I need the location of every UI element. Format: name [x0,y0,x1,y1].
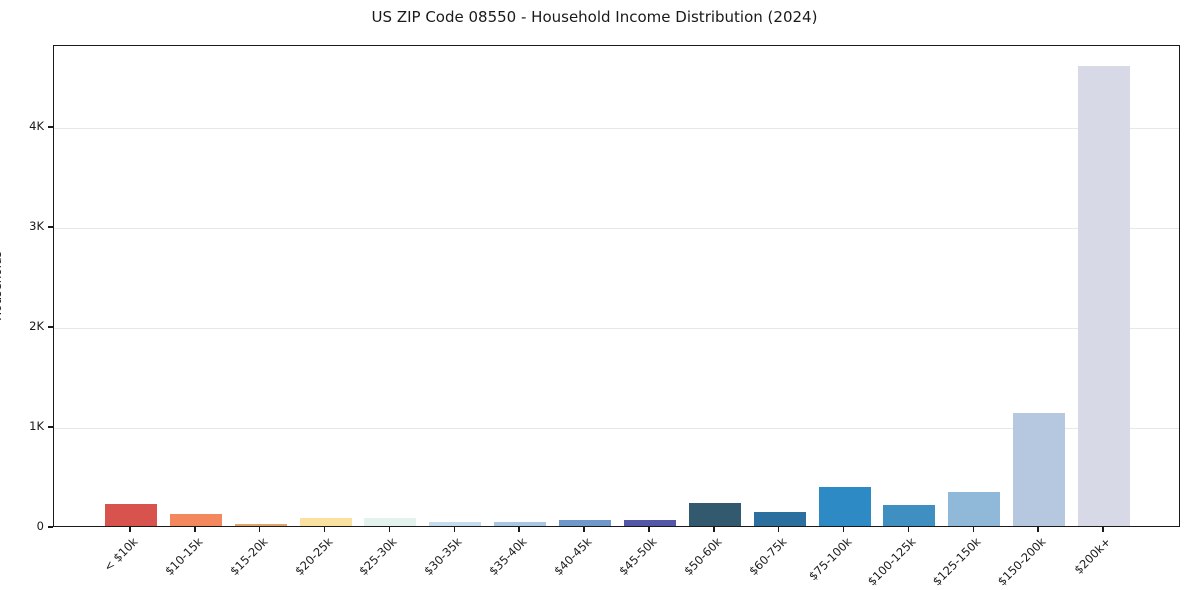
bar-$200k+ [1078,66,1131,526]
x-tick-mark [972,527,975,532]
x-tick-mark [129,527,131,532]
bar-$100-125k [883,505,936,526]
bar-$60-75k [753,511,806,526]
y-tick-mark [48,426,53,428]
x-tick-label: $40-45k [551,534,595,579]
y-axis-label: Households [0,251,4,321]
x-tick-mark [648,527,650,532]
bar-$50-60k [688,503,741,526]
x-tick-label: $60-75k [745,534,790,579]
x-tick-label: $10-15k [161,534,206,579]
bar-$40-45k [559,520,612,526]
bar-$20-25k [299,518,352,526]
x-tick-mark [518,527,520,532]
y-tick-label: 1K [29,419,44,433]
x-tick-label: $125-150k [930,534,984,589]
x-tick-label: $30-35k [421,534,465,579]
x-tick-label: $75-100k [805,534,855,584]
y-tick-mark [48,226,53,228]
x-tick-mark [1037,527,1039,532]
x-tick-label: $200k+ [1071,534,1114,577]
x-tick-label: $35-40k [486,534,530,579]
x-tick-mark [258,527,261,532]
x-tick-mark [777,527,780,532]
x-tick-mark [453,527,456,532]
bar-$35-40k [494,521,547,526]
chart-title: US ZIP Code 08550 - Household Income Dis… [371,8,818,26]
gridline [54,128,1179,129]
y-tick-label: 3K [29,219,44,233]
x-tick-label: $100-125k [865,534,919,589]
bar-$15-20k [234,523,287,526]
x-tick-mark [583,527,585,532]
bar-$30-35k [429,522,482,526]
x-tick-mark [1102,527,1104,532]
x-tick-label: $45-50k [616,534,660,579]
x-tick-label: $20-25k [291,534,336,579]
gridline [54,328,1179,329]
y-tick-label: 2K [29,319,44,333]
bar-$150-200k [1013,413,1066,526]
x-tick-mark [194,527,196,532]
x-tick-label: < $10k [100,534,141,575]
y-tick-mark [48,326,53,328]
gridline [54,228,1179,229]
y-tick-mark [48,126,53,128]
bar-$45-50k [623,519,676,526]
x-tick-label: $150-200k [994,534,1049,589]
y-tick-label: 4K [29,119,44,133]
y-tick-label: 0 [36,519,44,533]
bar-< $10k [105,504,157,526]
x-tick-mark [388,527,391,532]
bar-$125-150k [948,492,1001,526]
gridline [54,428,1179,429]
y-tick-mark [48,526,53,528]
plot-area [53,45,1180,527]
x-tick-mark [713,527,715,532]
x-tick-label: $25-30k [356,534,400,579]
x-tick-mark [842,527,845,532]
x-tick-label: $50-60k [680,534,725,579]
bar-$75-100k [818,487,871,526]
bar-$25-30k [364,517,417,526]
x-tick-mark [907,527,910,532]
bar-$10-15k [169,514,222,526]
x-tick-label: $15-20k [226,534,271,579]
x-tick-mark [323,527,326,532]
